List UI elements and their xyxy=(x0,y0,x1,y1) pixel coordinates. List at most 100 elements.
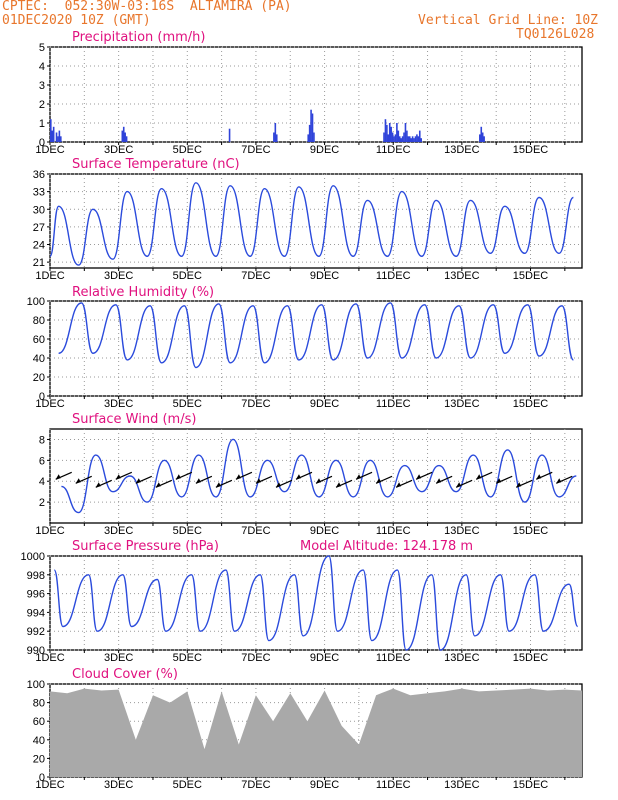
panel-1-ytick-label: 0 xyxy=(39,137,45,149)
panel-5-title: Surface Pressure (hPa) xyxy=(72,539,219,554)
panel-5-xtick-label: 1DEC xyxy=(35,652,64,664)
panel-4-wind-arrow-head xyxy=(275,482,281,488)
panel-1-ytick-label: 2 xyxy=(39,99,45,111)
panel-1-xtick-label: 15DEC xyxy=(513,144,549,156)
panel-1-bar xyxy=(57,136,59,142)
panel-3-ytick-label: 60 xyxy=(33,334,45,346)
panel-4-wind-arrow-head xyxy=(336,482,342,488)
panel-4-wind-arrow-head xyxy=(55,474,61,480)
header-datetime: 01DEC2020 10Z (GMT) xyxy=(2,13,151,28)
panel-5-xtick-label: 15DEC xyxy=(513,652,549,664)
panel-1-bar xyxy=(308,124,311,142)
panel-1-bar xyxy=(411,136,414,142)
panel-6-xtick-label: 1DEC xyxy=(35,779,64,791)
panel-1-bar xyxy=(311,113,314,142)
panel-1-bar xyxy=(414,136,417,142)
panel-3-ytick-label: 100 xyxy=(27,296,45,308)
panel-1-ytick-label: 4 xyxy=(39,61,45,73)
panel-6-xtick-label: 5DEC xyxy=(173,779,202,791)
panel-1-bar xyxy=(418,130,421,142)
panel-1-frame xyxy=(49,46,583,143)
panel-3-ytick-label: 20 xyxy=(33,372,45,384)
panel-4-xtick-label: 3DEC xyxy=(104,525,133,537)
panel-1-bar xyxy=(58,130,61,142)
panel-2-xtick-label: 11DEC xyxy=(376,270,411,282)
panel-5-ytick-label: 998 xyxy=(27,570,45,582)
panel-4-wind-arrow-head xyxy=(456,482,462,488)
panel-4-wind-arrow-head xyxy=(195,478,201,484)
header-source: CPTEC: xyxy=(2,0,49,14)
panel-1-bar xyxy=(275,134,278,142)
panel-4-wind-arrow-head xyxy=(215,482,221,488)
panel-6-title: Cloud Cover (%) xyxy=(72,667,178,682)
panel-4-ytick-label: 4 xyxy=(39,476,45,488)
panel-4-xtick-label: 9DEC xyxy=(310,525,339,537)
header-grid-note: Vertical Grid Line: 10Z xyxy=(418,13,599,28)
panel-1-bar xyxy=(479,134,481,142)
panel-2-xtick-label: 15DEC xyxy=(513,270,549,282)
panel-1-bar xyxy=(406,130,408,142)
panel-1-bar xyxy=(125,136,128,142)
panel-5-xtick-label: 7DEC xyxy=(241,652,270,664)
panel-4-xtick-label: 11DEC xyxy=(376,525,411,537)
panel-1-bar xyxy=(407,136,410,142)
panel-5-xtick-label: 11DEC xyxy=(376,652,411,664)
panel-2-ytick-label: 36 xyxy=(33,169,45,181)
panel-5-series-line xyxy=(53,555,579,651)
panel-1-bar xyxy=(394,134,397,142)
panel-6-ytick-label: 100 xyxy=(27,679,45,691)
panel-6-xtick-label: 11DEC xyxy=(376,779,411,791)
panel-3-xtick-label: 3DEC xyxy=(104,398,133,410)
panel-4-wind-arrow-head xyxy=(235,474,241,480)
panel-1-bar xyxy=(416,134,418,142)
panel-1-bar xyxy=(50,119,52,142)
panel-1-xtick-label: 13DEC xyxy=(444,144,480,156)
panel-1-xtick-label: 1DEC xyxy=(35,144,64,156)
panel-1-bar xyxy=(408,136,411,142)
panel-6-cloud-area xyxy=(50,688,582,777)
panel-3-frame xyxy=(49,300,583,397)
panel-3-xtick-label: 15DEC xyxy=(513,398,549,410)
panel-1-xtick-label: 5DEC xyxy=(173,144,202,156)
panel-1-ytick-label: 5 xyxy=(39,42,45,54)
panel-5-ytick-label: 1000 xyxy=(21,551,45,563)
panel-4-title: Surface Wind (m/s) xyxy=(72,412,196,427)
panel-1-bar xyxy=(388,123,391,142)
panel-1-xtick-label: 9DEC xyxy=(310,144,339,156)
panel-1-bar xyxy=(397,130,400,142)
panel-5-ytick-label: 992 xyxy=(27,626,45,638)
panel-6-ytick-label: 80 xyxy=(33,698,45,710)
panel-1-bar xyxy=(391,132,394,142)
panel-2-ytick-label: 33 xyxy=(33,187,45,199)
panel-3-ytick-label: 0 xyxy=(39,391,45,403)
panel-2-frame xyxy=(49,173,583,269)
panel-5-frame xyxy=(49,555,583,651)
panel-2-title: Surface Temperature (nC) xyxy=(72,157,240,172)
panel-3-xtick-label: 1DEC xyxy=(35,398,64,410)
panel-4-wind-arrow-head xyxy=(75,478,81,484)
header-coords: 052:30W-03:16S xyxy=(64,0,175,14)
panel-4-wind-arrow-head xyxy=(316,478,321,484)
panel-1-bar xyxy=(403,132,405,142)
panel-1-xtick-label: 7DEC xyxy=(241,144,270,156)
panel-2-xtick-label: 7DEC xyxy=(241,270,270,282)
panel-2-ytick-label: 21 xyxy=(33,257,45,269)
panel-5-ytick-label: 994 xyxy=(27,607,45,619)
panel-5-xtick-label: 5DEC xyxy=(173,652,202,664)
panel-1-xtick-label: 11DEC xyxy=(376,144,411,156)
panel-4-wind-arrow-head xyxy=(155,482,161,488)
panel-6-ytick-label: 60 xyxy=(33,716,45,728)
panel-5-xtick-label: 3DEC xyxy=(104,652,133,664)
panel-6-xtick-label: 7DEC xyxy=(241,779,270,791)
header-station: ALTAMIRA (PA) xyxy=(189,0,292,14)
panel-5-ytick-label: 996 xyxy=(27,589,45,601)
panel-2-xtick-label: 9DEC xyxy=(310,270,339,282)
panel-1-bar xyxy=(273,132,275,142)
panel-3-xtick-label: 7DEC xyxy=(241,398,270,410)
panel-1-bar xyxy=(483,136,485,142)
panel-3-xtick-label: 9DEC xyxy=(310,398,339,410)
panel-1-bar xyxy=(55,132,58,142)
panel-4-xtick-label: 15DEC xyxy=(513,525,549,537)
panel-1-bar xyxy=(52,126,55,142)
panel-4-series-line xyxy=(61,438,577,514)
